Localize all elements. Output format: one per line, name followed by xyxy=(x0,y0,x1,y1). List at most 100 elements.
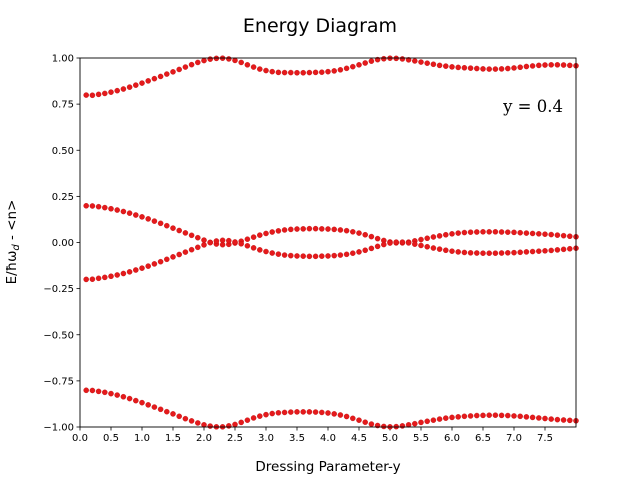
data-point xyxy=(405,57,412,63)
data-point xyxy=(449,414,455,421)
data-point xyxy=(467,413,474,419)
data-point xyxy=(443,415,449,421)
y-axis-label: E/ħωd - <n> xyxy=(4,200,22,285)
y-tick-label: −0.50 xyxy=(43,330,74,341)
data-point xyxy=(83,92,89,98)
data-point xyxy=(263,248,269,255)
data-point xyxy=(89,203,96,209)
data-point xyxy=(250,415,257,421)
data-point xyxy=(492,412,499,418)
data-point xyxy=(331,226,337,233)
data-point xyxy=(319,226,325,232)
data-point xyxy=(412,420,418,427)
data-point xyxy=(337,227,344,233)
data-point xyxy=(554,62,561,68)
data-point xyxy=(83,203,89,209)
data-point xyxy=(195,244,201,251)
data-point xyxy=(226,56,232,62)
data-point xyxy=(238,241,244,247)
data-point xyxy=(300,253,306,259)
data-point xyxy=(405,240,412,246)
data-point xyxy=(188,246,195,253)
data-point xyxy=(350,63,356,70)
data-point xyxy=(498,412,505,419)
data-point xyxy=(368,58,375,64)
data-point xyxy=(176,227,182,234)
data-point xyxy=(449,231,455,237)
data-point xyxy=(511,229,517,236)
data-point xyxy=(387,240,393,246)
data-point xyxy=(157,220,164,227)
data-point xyxy=(461,229,468,236)
y-axis-label-main: E/ħω xyxy=(4,251,20,285)
annotation-text: y = 0.4 xyxy=(502,97,563,116)
series-2 xyxy=(83,203,579,248)
data-point xyxy=(560,417,567,423)
data-point xyxy=(343,413,350,420)
data-point xyxy=(505,229,511,235)
data-point xyxy=(381,241,387,248)
data-point xyxy=(195,420,201,426)
data-point xyxy=(145,216,151,222)
data-point xyxy=(517,249,523,256)
data-point xyxy=(306,69,313,76)
data-point xyxy=(325,253,331,259)
tick-layer: 0.0 0.5 1.0 1.5 2.0 2.5 3.0 3.5 4.0 4.5 5.0 5.5 6.0 6… xyxy=(43,54,553,444)
data-point xyxy=(467,65,474,71)
data-point xyxy=(120,208,127,215)
data-point xyxy=(381,55,387,62)
data-point xyxy=(269,250,275,256)
x-tick-label: 6.0 xyxy=(444,433,460,444)
data-point xyxy=(232,421,238,428)
data-point xyxy=(536,415,542,421)
data-point xyxy=(567,233,573,239)
data-point xyxy=(523,63,530,70)
data-point xyxy=(362,231,368,238)
data-point xyxy=(114,207,120,213)
data-point xyxy=(300,226,306,232)
data-point xyxy=(486,66,492,72)
data-point xyxy=(505,65,511,72)
data-point xyxy=(244,62,251,68)
data-point xyxy=(505,250,511,256)
data-point xyxy=(337,412,344,418)
data-point xyxy=(263,67,269,74)
data-point xyxy=(201,242,207,248)
data-point xyxy=(157,258,164,265)
data-point xyxy=(331,411,337,417)
y-tick-label: 0.00 xyxy=(52,238,74,249)
data-point xyxy=(523,230,530,236)
data-point xyxy=(207,239,213,246)
data-point xyxy=(195,234,201,241)
data-point xyxy=(350,415,356,422)
data-point xyxy=(95,275,102,282)
x-tick-label: 0.0 xyxy=(72,433,88,444)
data-point xyxy=(368,421,375,427)
data-point xyxy=(529,248,536,255)
data-point xyxy=(436,233,443,239)
data-point xyxy=(554,247,561,253)
data-point xyxy=(244,417,251,423)
x-tick-label: 4.5 xyxy=(351,433,367,444)
x-tick-label: 5.0 xyxy=(382,433,398,444)
data-point xyxy=(164,222,170,229)
data-point xyxy=(418,59,424,65)
data-point xyxy=(412,241,418,247)
y-tick-label: 0.25 xyxy=(52,192,74,203)
data-point xyxy=(529,414,536,421)
data-point xyxy=(486,229,492,235)
data-point xyxy=(455,64,461,71)
data-point xyxy=(455,230,461,236)
data-point xyxy=(368,233,375,240)
data-point xyxy=(89,276,96,282)
data-point xyxy=(288,409,294,415)
data-point xyxy=(102,90,108,97)
data-point xyxy=(374,235,381,242)
data-point xyxy=(560,246,567,253)
data-point xyxy=(114,87,120,94)
x-tick-label: 7.5 xyxy=(537,433,553,444)
data-point xyxy=(294,70,300,76)
x-tick-label: 0.5 xyxy=(103,433,119,444)
data-point xyxy=(114,272,120,278)
